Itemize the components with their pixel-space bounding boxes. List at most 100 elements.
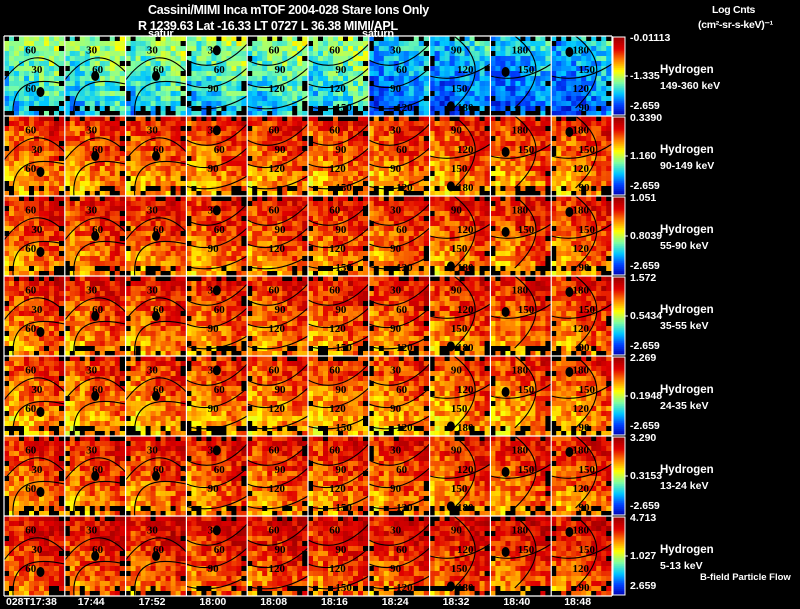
contour-label: 90 xyxy=(208,483,220,495)
contour-label: 90 xyxy=(390,323,402,335)
contour-label: 60 xyxy=(25,323,36,335)
saturn-marker xyxy=(91,391,100,401)
contour-label: 60 xyxy=(25,125,36,137)
contour-line xyxy=(368,227,430,249)
contour-label: 150 xyxy=(579,544,596,556)
colorbar-segment xyxy=(613,569,625,573)
colorbar-segment xyxy=(613,48,625,52)
colorbar-segment xyxy=(613,66,625,69)
colorbar-segment xyxy=(613,507,625,510)
contour-line xyxy=(368,283,430,306)
contour-line xyxy=(247,335,309,350)
heatmap-panel: 30 60 xyxy=(125,196,187,277)
colorbar-segment xyxy=(613,232,625,235)
saturn-marker xyxy=(501,67,510,77)
contour-label: 90 xyxy=(451,205,463,217)
colorbar-segment xyxy=(613,522,625,526)
colorbar-segment xyxy=(613,343,625,346)
contour-line xyxy=(368,307,430,329)
colorbar-segment xyxy=(613,438,625,442)
colorbar-segment xyxy=(613,462,625,465)
colorbar-segment xyxy=(613,62,625,65)
colorbar-segment xyxy=(613,292,625,296)
contour-label: 30 xyxy=(31,464,43,476)
contour-label: 180 xyxy=(457,582,474,594)
contour-label: 60 xyxy=(25,365,36,377)
contour-line xyxy=(307,203,370,226)
colorbar-segment xyxy=(613,376,625,379)
heatmap-panel: 180 150 120 90 xyxy=(551,115,613,197)
heatmap-panel: 90 120 150 180 xyxy=(429,275,491,357)
contour-line xyxy=(429,303,491,319)
contour-line xyxy=(551,63,613,79)
contour-label: 60 xyxy=(153,224,165,236)
saturn-marker xyxy=(565,207,574,217)
colorbar-segment xyxy=(613,349,625,352)
contour-line xyxy=(125,377,187,401)
contour-label: 30 xyxy=(86,45,98,57)
colorbar-segment xyxy=(613,109,625,112)
colorbar-segment xyxy=(613,327,625,331)
colorbar-segment xyxy=(613,161,625,165)
saturn-marker xyxy=(152,231,160,241)
colorbar-units-line1: Log Cnts xyxy=(712,4,756,16)
contour-label: 180 xyxy=(512,445,529,457)
contour-label: 90 xyxy=(579,342,591,354)
colorbar-segment xyxy=(613,437,625,440)
contour-label: 150 xyxy=(451,323,468,335)
contour-label: 60 xyxy=(25,83,36,95)
contour-label: 60 xyxy=(214,64,226,76)
colorbar-segment xyxy=(613,581,625,584)
contour-line xyxy=(3,297,66,321)
heatmap-panel: 60 90 120 xyxy=(246,356,309,437)
contour-line xyxy=(575,515,598,589)
contour-label: 150 xyxy=(518,384,535,396)
contour-label: 60 xyxy=(329,365,341,377)
contour-label: 90 xyxy=(451,45,463,57)
colorbar-segment xyxy=(613,111,625,114)
colorbar-segment xyxy=(613,42,625,46)
contour-label: 30 xyxy=(147,205,159,217)
colorbar-segment xyxy=(613,446,625,450)
colorbar-segment xyxy=(613,319,625,323)
colorbar-segment xyxy=(613,105,625,108)
colorbar-max-label: 2.269 xyxy=(630,352,657,364)
contour-line xyxy=(73,480,126,517)
species-label: Hydrogen xyxy=(660,304,714,316)
heatmap-panel: 60 90 120 xyxy=(246,436,309,517)
contour-label: 60 xyxy=(92,304,104,316)
contour-line xyxy=(186,227,248,249)
contour-label: 150 xyxy=(518,464,535,476)
contour-line xyxy=(368,443,430,466)
contour-label: 60 xyxy=(92,144,104,156)
colorbar-segment xyxy=(613,134,625,137)
colorbar-segment xyxy=(613,392,625,395)
saturn-marker xyxy=(152,551,160,561)
contour-line xyxy=(514,115,537,189)
contour-label: 90 xyxy=(579,422,591,434)
contour-label: 90 xyxy=(390,563,402,575)
heatmap-panel: 30 60 90 120 xyxy=(368,276,430,357)
contour-line xyxy=(307,335,370,350)
contour-line xyxy=(246,387,309,409)
colorbar-segment xyxy=(613,163,625,167)
saturn-marker xyxy=(152,391,160,401)
contour-label: 180 xyxy=(512,125,529,137)
contour-label: 180 xyxy=(572,365,589,377)
contour-label: 150 xyxy=(579,384,596,396)
colorbar-segment xyxy=(613,316,625,319)
colorbar-segment xyxy=(613,241,625,245)
saturn-marker xyxy=(91,231,100,241)
heatmap-panel: 180 150 120 90 xyxy=(551,435,613,517)
contour-label: 120 xyxy=(329,243,346,255)
colorbar-segment xyxy=(613,269,625,272)
contour-label: 90 xyxy=(451,525,463,537)
species-label: Hydrogen xyxy=(660,384,714,396)
colorbar-segment xyxy=(613,538,625,541)
colorbar-segment xyxy=(613,589,625,592)
contour-line xyxy=(453,515,476,589)
contour-label: 90 xyxy=(390,403,402,415)
colorbar-segment xyxy=(613,565,625,569)
contour-label: 60 xyxy=(92,464,104,476)
saturn-marker xyxy=(152,151,160,161)
